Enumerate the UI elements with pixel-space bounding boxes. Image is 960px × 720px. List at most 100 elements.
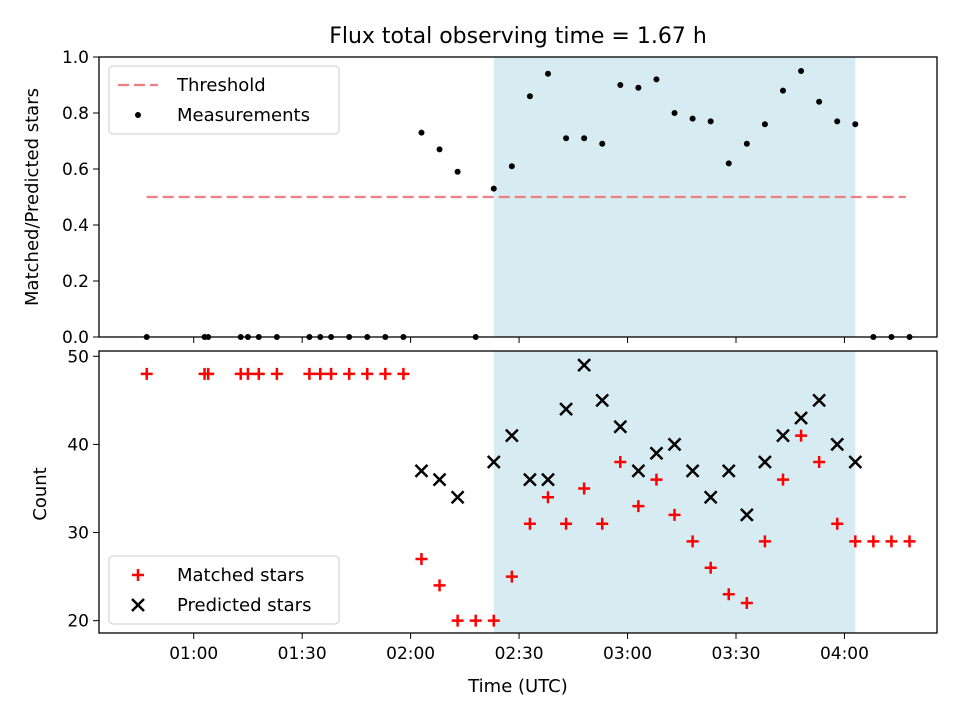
top-y-tick-label: 0.4 <box>62 216 89 236</box>
legend-label: Threshold <box>176 75 266 96</box>
data-point <box>813 456 826 469</box>
data-point <box>631 463 646 478</box>
data-point <box>776 473 789 486</box>
top-y-tick-label: 0.0 <box>62 328 89 348</box>
data-point <box>903 535 916 548</box>
data-point <box>523 517 536 530</box>
data-point <box>739 508 754 522</box>
legend-box <box>108 555 340 625</box>
data-point <box>795 429 808 442</box>
bottom-y-tick-label: 20 <box>67 612 89 632</box>
data-point <box>414 463 429 478</box>
bottom-y-tick-label: 40 <box>67 435 89 455</box>
data-point <box>563 135 570 142</box>
data-point <box>545 70 552 77</box>
data-point <box>433 579 446 592</box>
data-point <box>397 367 410 380</box>
data-point <box>613 419 628 434</box>
x-tick-label: 01:00 <box>169 644 218 664</box>
legend-swatch <box>132 569 144 581</box>
data-point <box>490 185 497 192</box>
data-point <box>581 135 588 142</box>
data-point <box>451 614 464 627</box>
x-tick-label: 03:00 <box>603 644 652 664</box>
data-point <box>703 490 718 505</box>
bottom-panel: 20 30 40 50 01:00 01:30 02:00 02:30 03:00 03:30 04… <box>67 347 938 664</box>
data-point <box>542 491 555 504</box>
data-point <box>436 146 443 153</box>
legend-swatch <box>135 112 141 118</box>
x-tick-label: 03:30 <box>711 644 760 664</box>
bottom-observing-window <box>493 351 856 633</box>
top-legend: Threshold Measurements <box>108 65 340 135</box>
data-point <box>241 367 254 380</box>
bottom-axes-frame <box>98 350 938 634</box>
data-point <box>798 68 805 74</box>
bottom-y-tick-label: 30 <box>67 524 89 544</box>
bottom-y-tick-label: 50 <box>67 347 89 367</box>
data-point <box>852 121 859 128</box>
data-point <box>635 84 642 91</box>
data-point <box>504 428 519 443</box>
data-point <box>560 517 573 530</box>
data-point <box>686 535 699 548</box>
data-point <box>867 535 880 548</box>
data-point <box>325 367 338 380</box>
data-point <box>379 367 392 380</box>
data-point <box>830 437 845 452</box>
data-point <box>487 614 500 627</box>
x-tick-label: 02:00 <box>386 644 435 664</box>
legend-box <box>108 65 340 135</box>
data-point <box>704 561 717 574</box>
data-point <box>508 163 515 170</box>
data-point <box>523 472 537 487</box>
data-point <box>343 367 356 380</box>
data-point <box>685 463 700 478</box>
x-tick-label: 04:00 <box>820 644 869 664</box>
data-point <box>668 508 681 521</box>
top-y-tick-label: 0.8 <box>62 104 89 124</box>
data-point <box>849 535 862 548</box>
data-point <box>689 115 696 122</box>
data-point <box>415 552 428 565</box>
data-point <box>779 87 786 94</box>
data-point <box>848 455 863 469</box>
data-point <box>721 463 736 478</box>
data-point <box>559 402 573 417</box>
data-point <box>722 588 735 601</box>
top-y-axis-label: Matched/Predicted stars <box>22 88 43 306</box>
data-point <box>314 367 327 380</box>
data-point <box>202 367 215 380</box>
data-point <box>578 482 591 495</box>
bottom-y-axis-label: Count <box>30 467 51 520</box>
data-point <box>758 535 771 548</box>
data-point <box>541 472 555 487</box>
data-point <box>794 411 808 425</box>
data-point <box>812 393 827 408</box>
data-point <box>617 82 624 88</box>
top-y-tick-label: 0.2 <box>62 272 89 292</box>
data-point <box>776 428 790 443</box>
legend-swatch <box>131 598 145 612</box>
data-point <box>743 140 750 147</box>
data-point <box>599 140 606 147</box>
data-point <box>614 456 627 469</box>
data-point <box>140 367 153 380</box>
data-point <box>632 500 645 513</box>
data-point <box>505 570 518 583</box>
data-point <box>667 437 682 452</box>
top-y-tick-label: 0.6 <box>62 160 89 180</box>
x-axis-label: Time (UTC) <box>467 676 568 697</box>
data-point <box>740 597 753 610</box>
data-point <box>577 358 592 372</box>
data-point <box>596 517 609 530</box>
data-point <box>725 160 732 167</box>
data-point <box>418 129 425 136</box>
data-point <box>450 490 465 505</box>
bottom-series-0 <box>140 367 916 627</box>
data-point <box>526 93 533 100</box>
data-point <box>761 121 768 128</box>
top-panel: 0.0 0.2 0.4 0.6 0.8 1.0 Threshold Measurements <box>62 48 938 348</box>
data-point <box>595 393 610 408</box>
